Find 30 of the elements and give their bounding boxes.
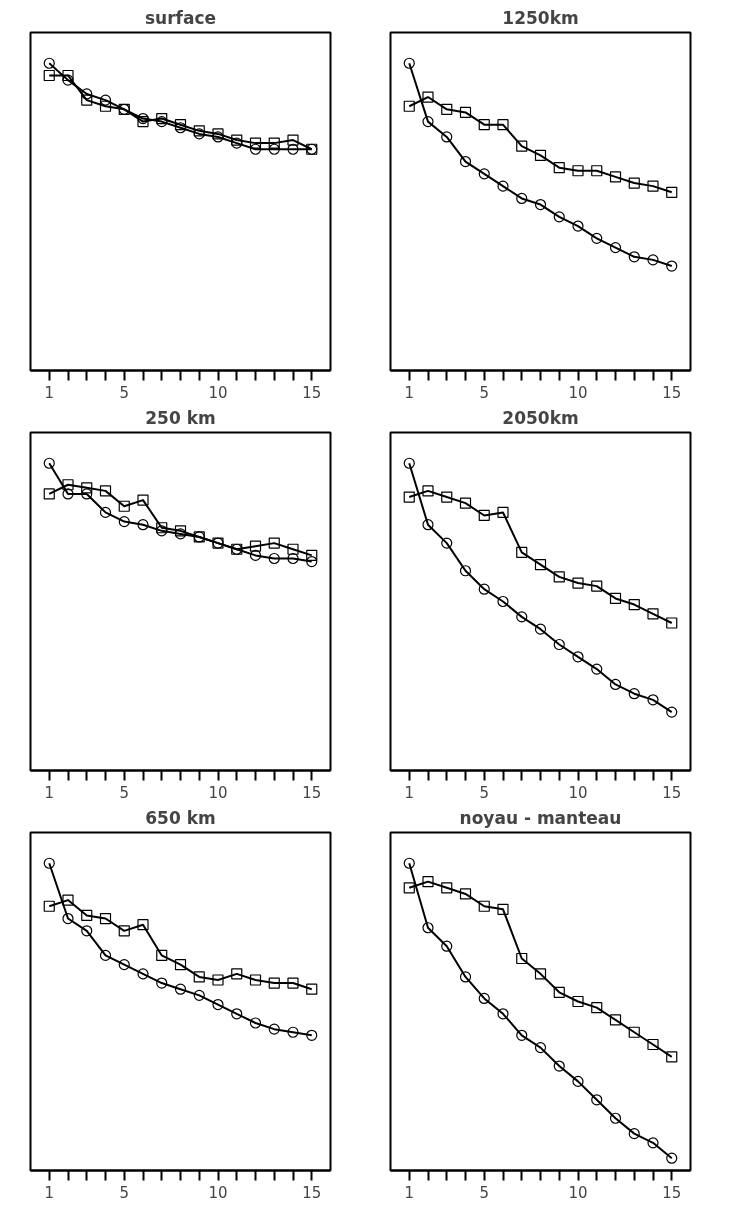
chart-title: 650 km <box>145 807 216 828</box>
chart-title: 250 km <box>145 407 216 428</box>
x-tick-label: 1 <box>44 783 55 802</box>
x-tick-label: 1 <box>44 383 55 402</box>
x-tick-label: 15 <box>662 383 682 402</box>
chart-title: 2050km <box>502 407 579 428</box>
x-tick-label: 10 <box>208 383 228 402</box>
x-tick-label: 1 <box>404 383 415 402</box>
x-tick-label: 15 <box>302 383 322 402</box>
chart-title: 1250km <box>502 7 579 28</box>
x-tick-label: 1 <box>44 1183 55 1202</box>
x-tick-label: 5 <box>119 1183 130 1202</box>
x-tick-label: 10 <box>568 783 588 802</box>
chart-title: surface <box>144 7 217 28</box>
x-tick-label: 10 <box>208 1183 228 1202</box>
x-tick-label: 15 <box>302 1183 322 1202</box>
x-tick-label: 5 <box>479 783 490 802</box>
x-tick-label: 1 <box>404 1183 415 1202</box>
x-tick-label: 10 <box>568 383 588 402</box>
x-tick-label: 10 <box>568 1183 588 1202</box>
chart-title: noyau - manteau <box>459 807 622 828</box>
x-tick-label: 15 <box>662 1183 682 1202</box>
x-tick-label: 5 <box>479 1183 490 1202</box>
x-tick-label: 5 <box>119 783 130 802</box>
x-tick-label: 5 <box>119 383 130 402</box>
x-tick-label: 15 <box>302 783 322 802</box>
x-tick-label: 1 <box>404 783 415 802</box>
x-tick-label: 5 <box>479 383 490 402</box>
x-tick-label: 15 <box>662 783 682 802</box>
x-tick-label: 10 <box>208 783 228 802</box>
